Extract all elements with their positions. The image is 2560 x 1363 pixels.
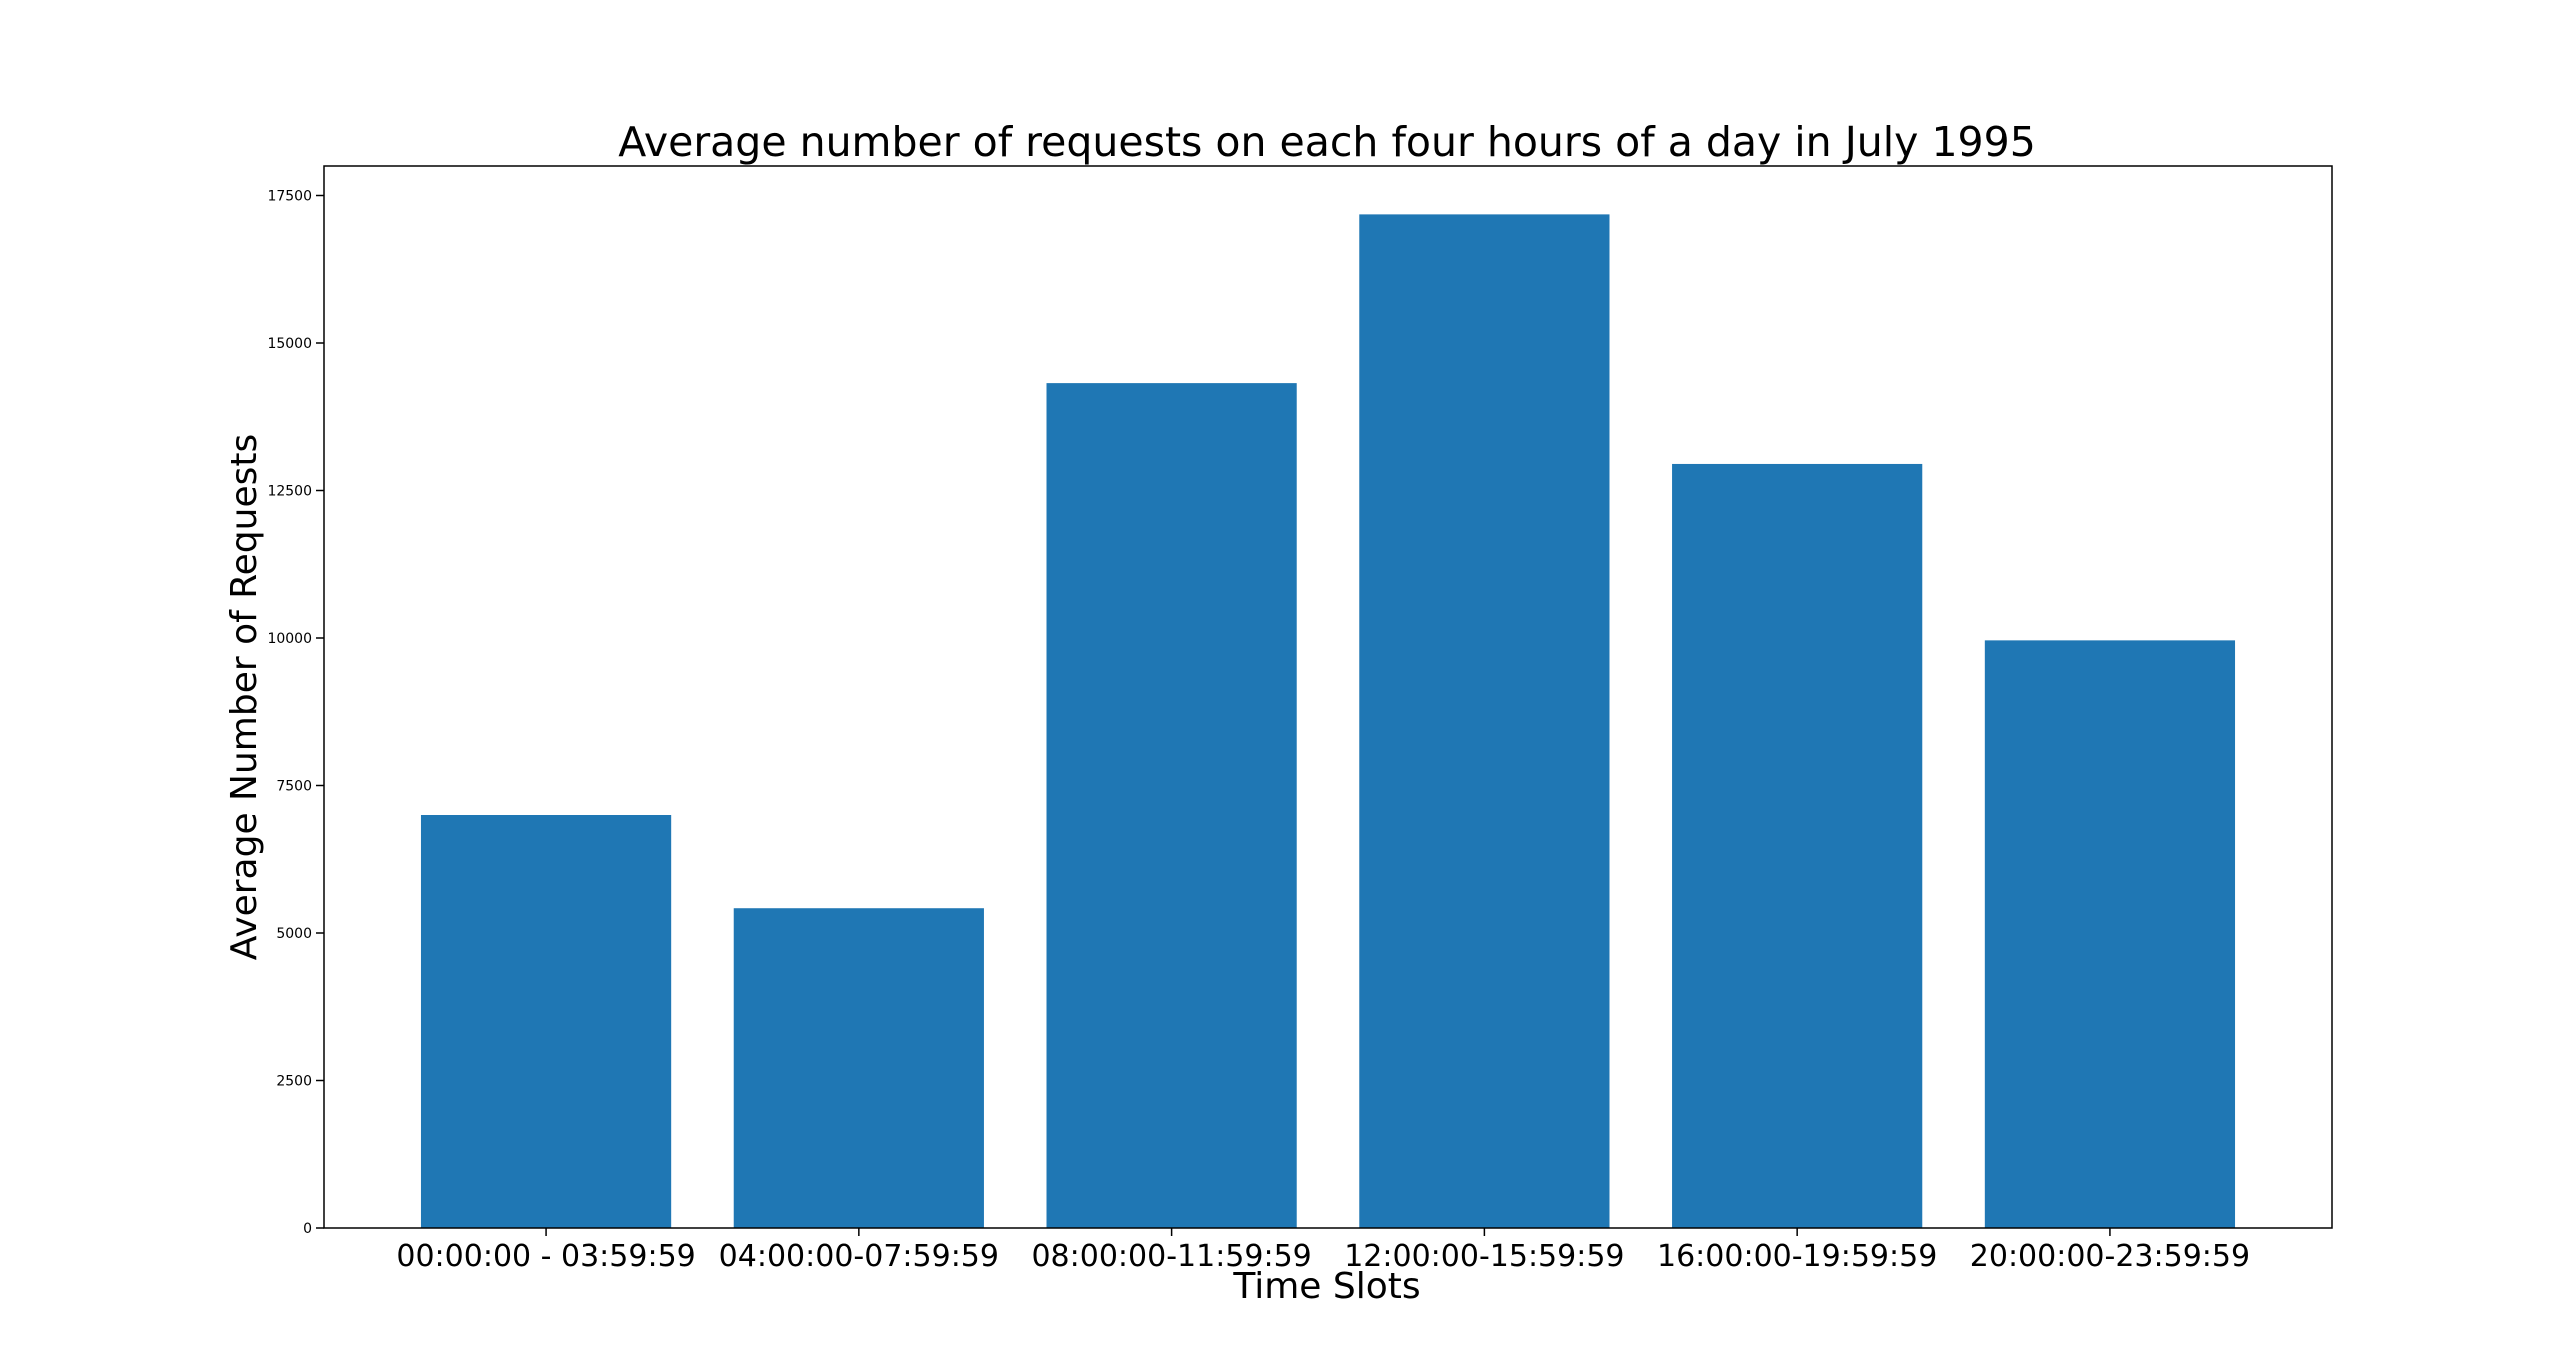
x-tick-label: 00:00:00 - 03:59:59 (396, 1239, 695, 1274)
y-tick-label: 10000 (267, 631, 312, 647)
x-axis: 00:00:00 - 03:59:59 04:00:00-07:59:59 08:0… (396, 1228, 2250, 1274)
bar-1 (733, 908, 984, 1228)
y-tick-label: 2500 (276, 1074, 312, 1090)
x-tick-label: 08:00:00-11:59:59 (1031, 1239, 1311, 1274)
y-tick-label: 5000 (276, 926, 312, 942)
bar-4 (1672, 463, 1923, 1228)
bar-2 (1046, 383, 1297, 1228)
chart-title: Average number of requests on each four … (618, 118, 2036, 166)
y-axis-label: Average Number of Requests (224, 434, 265, 960)
y-tick-label: 7500 (276, 779, 312, 795)
x-tick-label: 16:00:00-19:59:59 (1657, 1239, 1937, 1274)
x-tick-label: 12:00:00-15:59:59 (1344, 1239, 1624, 1274)
y-tick-label: 15000 (267, 336, 312, 352)
axes-frame (323, 165, 2333, 1229)
bars-layer (420, 214, 2236, 1228)
bar-3 (1359, 214, 1610, 1228)
x-tick-label: 04:00:00-07:59:59 (719, 1239, 999, 1274)
y-axis: 0 2500 5000 7500 10000 12500 15000 17500 (267, 189, 324, 1237)
x-axis-label: Time Slots (1232, 1266, 1420, 1307)
bar-0 (420, 815, 672, 1228)
y-tick-label: 0 (303, 1221, 312, 1237)
y-tick-label: 17500 (267, 189, 312, 205)
y-tick-label: 12500 (267, 484, 312, 500)
x-tick-label: 20:00:00-23:59:59 (1970, 1239, 2250, 1274)
bar-5 (1984, 640, 2236, 1228)
